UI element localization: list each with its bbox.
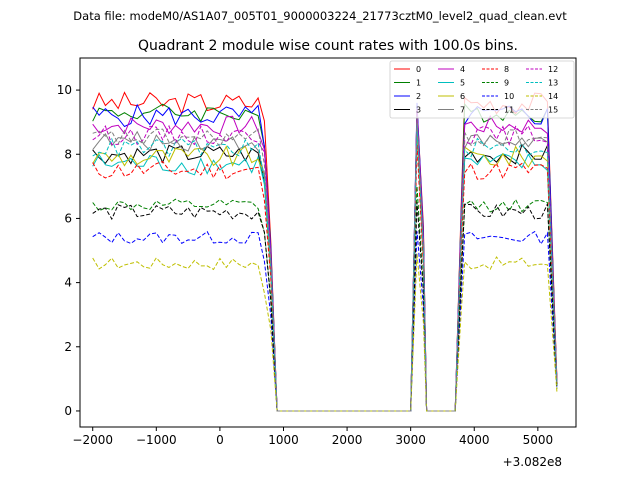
y-tick-label: 8 [64,147,72,161]
x-tick-label: 1000 [268,433,299,447]
x-tick-label: 0 [216,433,224,447]
y-tick-label: 10 [57,83,72,97]
x-tick-label: 5000 [523,433,554,447]
x-tick-label: 4000 [459,433,490,447]
x-offset-label: +3.082e8 [503,455,562,469]
legend-box [389,60,575,119]
series-line-15 [92,115,558,412]
legend-label: 8 [504,65,509,74]
series-line-8 [92,144,558,412]
series-line-14 [92,253,558,412]
figure-suptitle: Data file: modeM0/AS1A07_005T01_90000032… [73,9,567,23]
legend-label: 12 [548,65,558,74]
plot-series-layer [92,91,558,412]
x-tick-label: 2000 [332,433,363,447]
x-tick-label: −1000 [136,433,177,447]
legend-label: 0 [416,65,421,74]
y-tick-label: 2 [64,340,72,354]
y-axis: 0 2 4 6 8 10 [57,83,80,418]
y-tick-label: 4 [64,276,72,290]
legend-label: 14 [548,92,558,101]
legend-label: 11 [504,106,514,115]
legend-label: 13 [548,79,558,88]
chart-title: Quadrant 2 module wise count rates with … [138,38,518,54]
legend-label: 3 [416,106,421,115]
y-tick-label: 6 [64,211,72,225]
y-tick-label: 0 [64,404,72,418]
x-axis: −2000 −1000 0 1000 2000 3000 4000 5000 [72,427,553,447]
series-line-11 [92,202,558,412]
legend-label: 7 [460,106,465,115]
legend-label: 10 [504,92,514,101]
legend-label: 9 [504,79,509,88]
plot-frame [79,57,577,428]
x-tick-label: 3000 [395,433,426,447]
legend-label: 4 [460,65,465,74]
legend-label: 15 [548,106,558,115]
legend-label: 5 [460,79,465,88]
legend-label: 2 [416,92,421,101]
x-tick-label: −2000 [72,433,113,447]
legend-label: 1 [416,79,421,88]
legend-label: 6 [460,92,465,101]
